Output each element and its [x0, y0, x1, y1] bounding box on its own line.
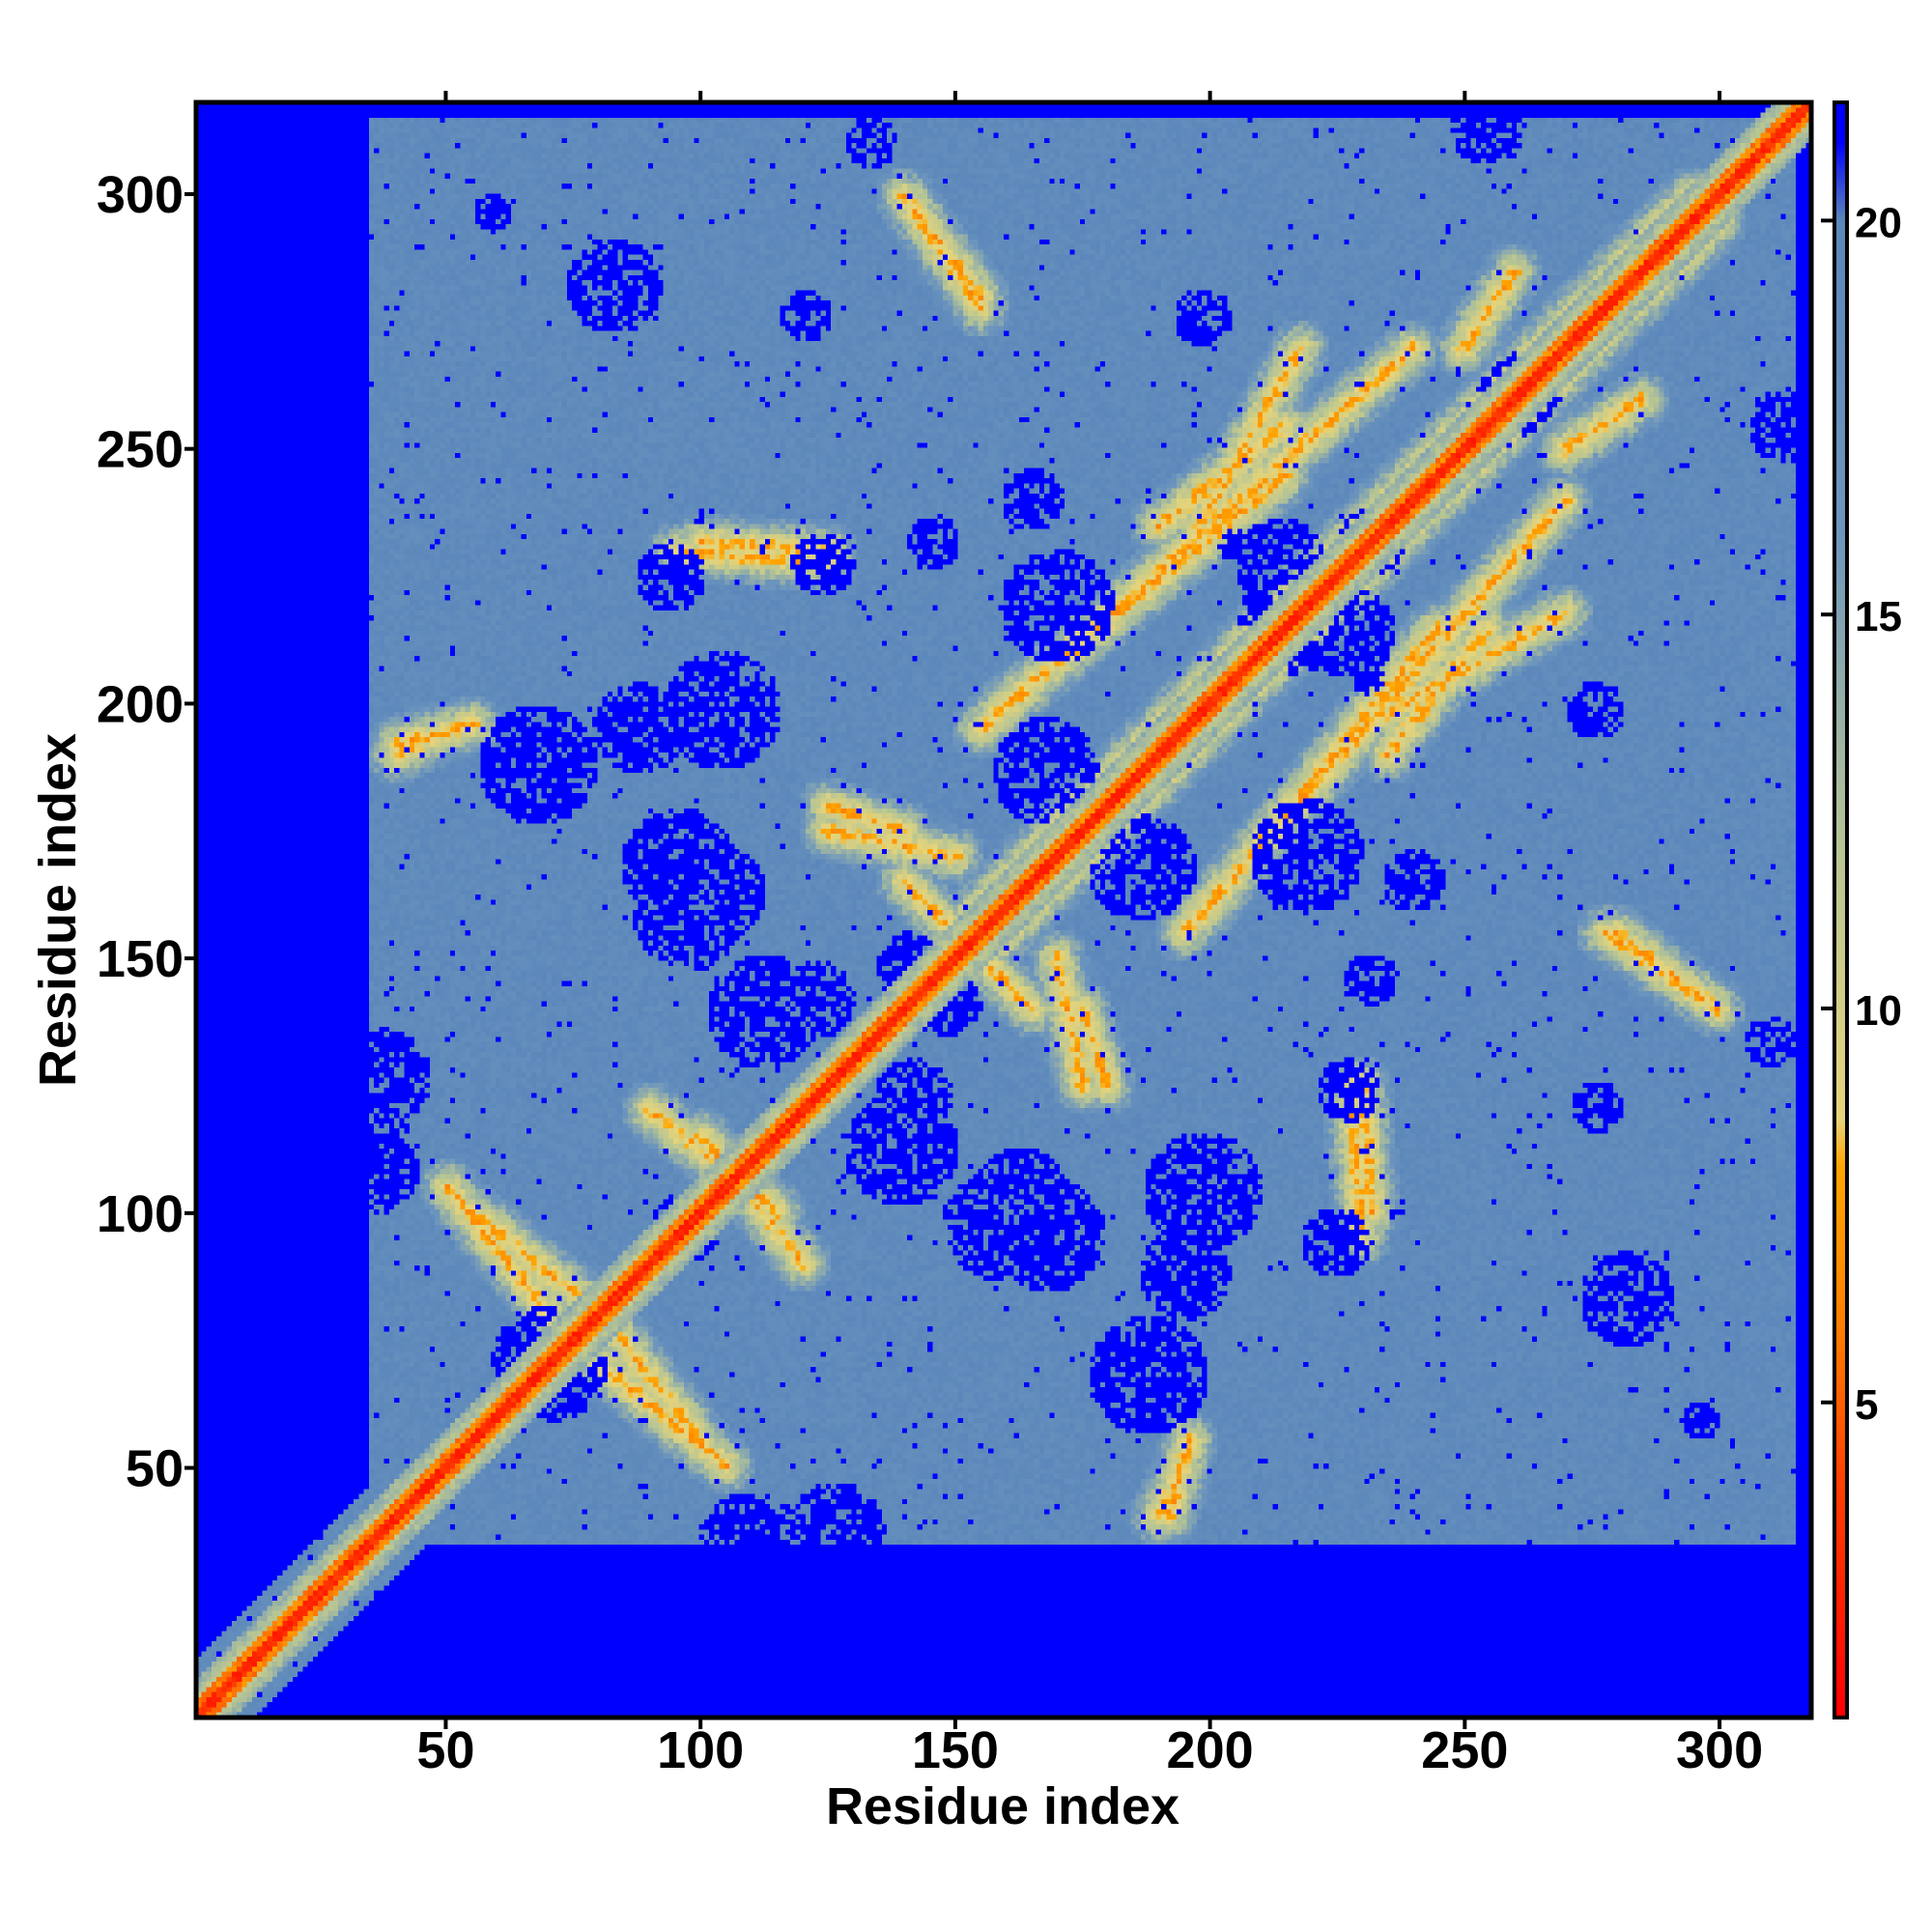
- colorbar: 5 10 15 20: [1821, 100, 1902, 1719]
- x-tick-label: 250: [1421, 1721, 1508, 1779]
- x-axis: 50 100 150 200 250 300: [416, 91, 1763, 1779]
- y-tick-label: 300: [97, 166, 184, 224]
- y-tick-label: 150: [97, 930, 184, 988]
- x-tick-label: 200: [1167, 1721, 1254, 1779]
- y-tick-label: 200: [97, 675, 184, 733]
- colorbar-tick-label: 10: [1855, 987, 1902, 1035]
- x-tick-label: 50: [416, 1721, 474, 1779]
- y-tick-label: 100: [97, 1185, 184, 1243]
- y-tick-label: 250: [97, 421, 184, 479]
- y-axis: 50 100 150 200 250 300: [97, 166, 196, 1498]
- y-tick-label: 50: [126, 1440, 184, 1498]
- heatmap-cells: [196, 102, 1811, 1718]
- colorbar-tick-label: 5: [1855, 1381, 1878, 1429]
- plot-frame: [193, 99, 1814, 1720]
- colorbar-tick-label: 15: [1855, 593, 1902, 640]
- x-tick-label: 150: [912, 1721, 999, 1779]
- y-axis-title: Residue index: [29, 733, 87, 1087]
- x-tick-label: 300: [1676, 1721, 1763, 1779]
- colorbar-tick-label: 20: [1855, 199, 1902, 246]
- colorbar-gradient: [1834, 102, 1847, 1718]
- colorbar-ticks: 5 10 15 20: [1821, 199, 1902, 1429]
- colorbar-frame: [1833, 100, 1849, 1719]
- x-axis-title: Residue index: [826, 1777, 1179, 1835]
- x-tick-label: 100: [657, 1721, 744, 1779]
